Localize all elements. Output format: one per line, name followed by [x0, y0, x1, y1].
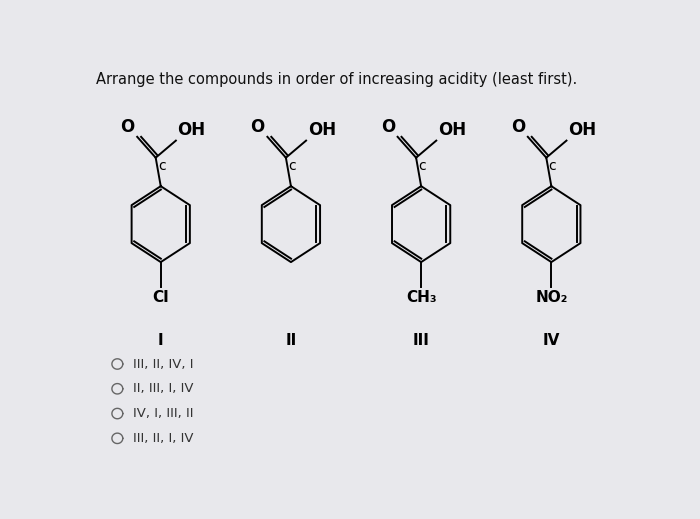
- Text: II: II: [286, 333, 297, 348]
- Text: c: c: [158, 159, 165, 173]
- Text: CI: CI: [153, 290, 169, 305]
- Text: IV, I, III, II: IV, I, III, II: [132, 407, 193, 420]
- Text: O: O: [381, 118, 395, 135]
- Text: III: III: [413, 333, 430, 348]
- Text: NO₂: NO₂: [535, 290, 568, 305]
- Text: O: O: [511, 118, 525, 135]
- Text: OH: OH: [178, 121, 206, 140]
- Text: OH: OH: [308, 121, 336, 140]
- Text: c: c: [549, 159, 556, 173]
- Text: IV: IV: [542, 333, 560, 348]
- Text: OH: OH: [438, 121, 466, 140]
- Text: c: c: [419, 159, 426, 173]
- Text: OH: OH: [568, 121, 596, 140]
- Text: c: c: [288, 159, 295, 173]
- Text: II, III, I, IV: II, III, I, IV: [132, 383, 193, 395]
- Text: III, II, I, IV: III, II, I, IV: [132, 432, 193, 445]
- Text: I: I: [158, 333, 164, 348]
- Text: O: O: [120, 118, 134, 135]
- Text: O: O: [251, 118, 265, 135]
- Text: Arrange the compounds in order of increasing acidity (least first).: Arrange the compounds in order of increa…: [96, 72, 577, 87]
- Text: III, II, IV, I: III, II, IV, I: [132, 358, 193, 371]
- Text: CH₃: CH₃: [406, 290, 437, 305]
